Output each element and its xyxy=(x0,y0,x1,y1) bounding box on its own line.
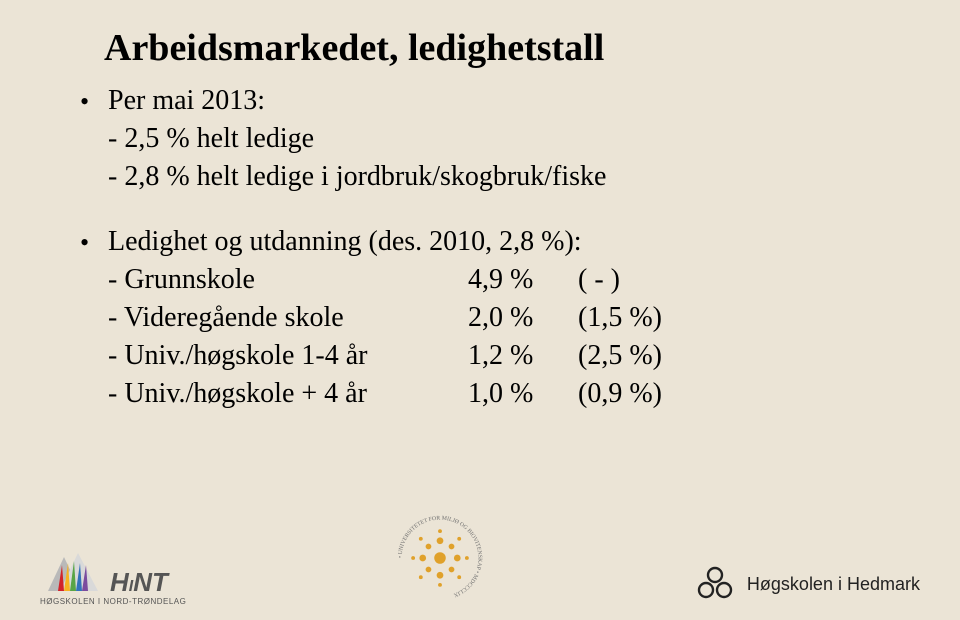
bullet-1-line-1: - 2,5 % helt ledige xyxy=(108,120,880,158)
row-pct: 1,2 % xyxy=(468,337,578,375)
logo-umb: • UNIVERSITETET FOR MILJØ OG BIOVITENSKA… xyxy=(392,510,488,606)
hedmark-knot-icon xyxy=(693,562,737,606)
bullet-1-line-2: - 2,8 % helt ledige i jordbruk/skogbruk/… xyxy=(108,158,880,196)
logo-hedmark: Høgskolen i Hedmark xyxy=(693,562,920,606)
bullet-list: Per mai 2013: - 2,5 % helt ledige - 2,8 … xyxy=(80,82,880,195)
table-row: - Univ./høgskole 1-4 år 1,2 % (2,5 %) xyxy=(108,337,880,375)
row-note: ( - ) xyxy=(578,261,708,299)
spacer xyxy=(80,201,880,223)
umb-seal-icon: • UNIVERSITETET FOR MILJØ OG BIOVITENSKA… xyxy=(392,510,488,606)
slide: Arbeidsmarkedet, ledighetstall Per mai 2… xyxy=(0,0,960,620)
row-note: (1,5 %) xyxy=(578,299,708,337)
table-row: - Videregående skole 2,0 % (1,5 %) xyxy=(108,299,880,337)
row-note: (0,9 %) xyxy=(578,375,708,413)
bullet-1-head: Per mai 2013: xyxy=(108,85,265,116)
logo-bar: HINT HØGSKOLEN I NORD-TRØNDELAG • UNIVER… xyxy=(0,520,960,606)
row-label: - Videregående skole xyxy=(108,299,468,337)
bullet-2-head: Ledighet og utdanning (des. 2010, 2,8 %)… xyxy=(108,226,582,257)
hedmark-label: Høgskolen i Hedmark xyxy=(747,574,920,595)
row-label: - Grunnskole xyxy=(108,261,468,299)
table-row: - Univ./høgskole + 4 år 1,0 % (0,9 %) xyxy=(108,375,880,413)
hint-mountain-icon xyxy=(40,547,102,595)
row-label: - Univ./høgskole 1-4 år xyxy=(108,337,468,375)
hint-subtitle: HØGSKOLEN I NORD-TRØNDELAG xyxy=(40,597,186,606)
table-row: - Grunnskole 4,9 % ( - ) xyxy=(108,261,880,299)
row-pct: 1,0 % xyxy=(468,375,578,413)
bullet-list-2: Ledighet og utdanning (des. 2010, 2,8 %)… xyxy=(80,223,880,412)
bullet-1: Per mai 2013: - 2,5 % helt ledige - 2,8 … xyxy=(80,82,880,195)
row-label: - Univ./høgskole + 4 år xyxy=(108,375,468,413)
row-pct: 2,0 % xyxy=(468,299,578,337)
bullet-2: Ledighet og utdanning (des. 2010, 2,8 %)… xyxy=(80,223,880,412)
row-note: (2,5 %) xyxy=(578,337,708,375)
logo-hint: HINT HØGSKOLEN I NORD-TRØNDELAG xyxy=(40,547,186,606)
slide-title: Arbeidsmarkedet, ledighetstall xyxy=(104,26,880,70)
row-pct: 4,9 % xyxy=(468,261,578,299)
hint-name: HINT xyxy=(110,569,168,595)
